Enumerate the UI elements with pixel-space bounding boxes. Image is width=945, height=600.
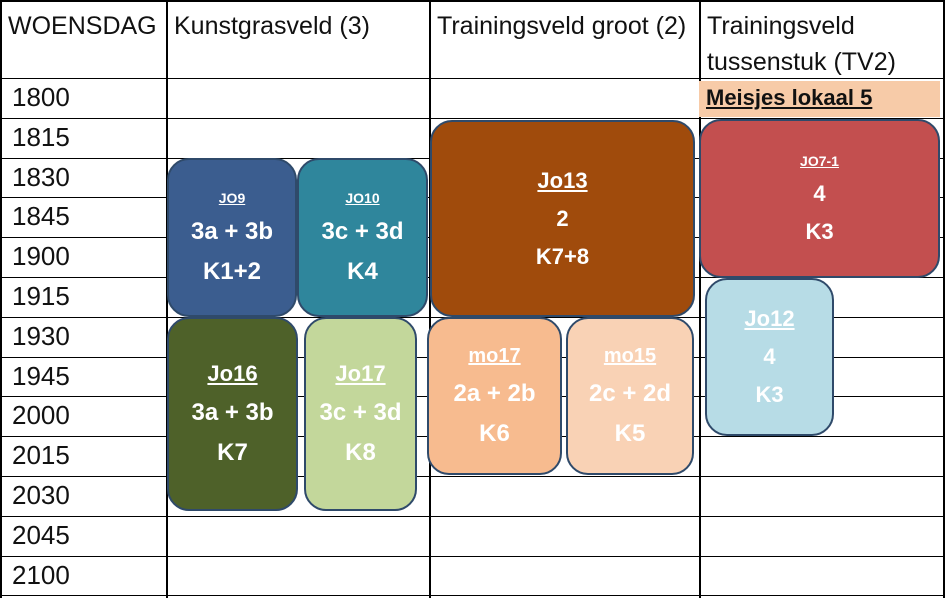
block-jo13: Jo13 2 K7+8 (430, 120, 695, 317)
block-jo9: JO9 3a + 3b K1+2 (167, 158, 297, 317)
block-jo71: JO7-1 4 K3 (699, 119, 940, 278)
block-jo10: JO10 3c + 3d K4 (297, 158, 428, 317)
time-label: 1930 (12, 320, 70, 351)
block-team: JO10 (345, 189, 380, 206)
column-line (166, 0, 168, 598)
column-line (943, 0, 945, 598)
time-label: 1830 (12, 161, 70, 192)
block-room: K8 (345, 439, 376, 466)
field-header-kunstgrasveld: Kunstgrasveld (3) (174, 12, 370, 40)
time-label: 1845 (12, 201, 70, 232)
block-team: Jo16 (207, 361, 258, 386)
time-label: 1945 (12, 360, 70, 391)
block-group: 4 (813, 180, 826, 206)
block-mo17: mo17 2a + 2b K6 (427, 317, 562, 475)
time-label: 2030 (12, 480, 70, 510)
block-jo12: Jo12 4 K3 (705, 278, 834, 436)
block-room: K5 (614, 419, 646, 447)
block-group: 4 (763, 344, 776, 369)
block-team: Jo12 (744, 306, 795, 331)
block-group: 3a + 3b (191, 399, 274, 426)
block-jo17: Jo17 3c + 3d K8 (304, 317, 417, 511)
block-group: 2c + 2d (588, 379, 672, 407)
time-label: 2045 (12, 519, 70, 550)
column-line (0, 0, 2, 598)
block-team: mo17 (468, 344, 521, 367)
block-room: K6 (479, 419, 510, 447)
block-room: K1+2 (202, 257, 262, 285)
block-team: JO7-1 (800, 152, 839, 169)
block-room: K7+8 (535, 243, 590, 269)
row-line (0, 476, 945, 477)
block-group: 3c + 3d (319, 399, 402, 426)
row-line (0, 516, 945, 517)
row-line (0, 118, 945, 119)
time-label: 2015 (12, 440, 70, 471)
column-line (429, 0, 431, 598)
block-room: K3 (755, 382, 784, 407)
row-line (0, 556, 945, 557)
block-group: 3c + 3d (321, 217, 404, 245)
block-group: 3a + 3b (190, 217, 274, 245)
time-label: 1815 (12, 121, 70, 152)
row-line (0, 0, 945, 2)
block-team: Jo17 (335, 361, 386, 386)
block-jo16: Jo16 3a + 3b K7 (167, 317, 298, 511)
block-group: 2 (556, 205, 569, 231)
block-team: Jo13 (537, 167, 588, 193)
block-room: K7 (217, 439, 248, 466)
time-label: 2000 (12, 400, 70, 431)
block-team: JO9 (218, 189, 246, 206)
row-line (0, 78, 945, 79)
time-label: 1800 (12, 82, 70, 112)
row-line (0, 595, 945, 596)
field-header-trainingsveld-groot: Trainingsveld groot (2) (437, 12, 687, 40)
block-mo15: mo15 2c + 2d K5 (566, 317, 694, 475)
meisjes-lokaal-note: Meisjes lokaal 5 (699, 81, 940, 117)
time-label: 1915 (12, 281, 70, 311)
time-label: 1900 (12, 241, 70, 272)
block-room: K3 (805, 218, 834, 244)
day-header: WOENSDAG (8, 12, 157, 40)
column-line (699, 0, 701, 598)
time-label: 2100 (12, 559, 70, 590)
block-group: 2a + 2b (453, 379, 536, 407)
block-team: mo15 (603, 344, 657, 367)
field-header-trainingsveld-tussenstuk: Trainingsveld tussenstuk (TV2) (707, 12, 896, 76)
block-room: K4 (347, 257, 378, 285)
